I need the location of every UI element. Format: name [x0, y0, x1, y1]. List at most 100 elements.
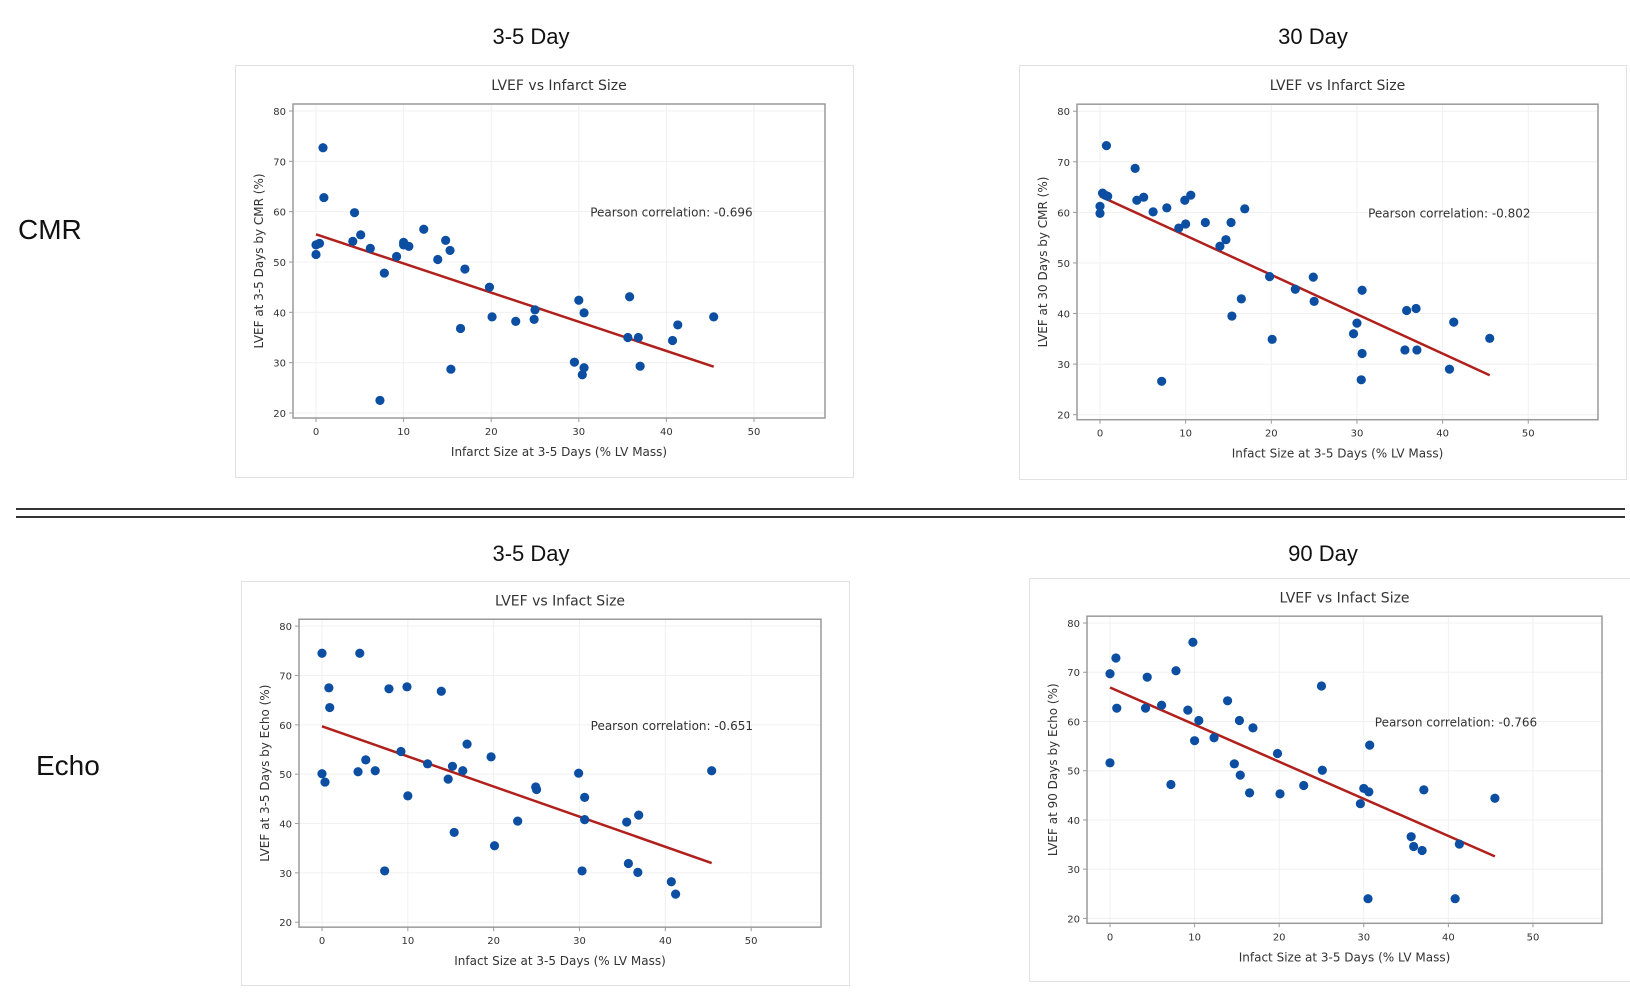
data-point — [1272, 748, 1283, 759]
x-tick-label: 0 — [319, 936, 325, 947]
y-tick-label: 20 — [273, 409, 286, 420]
data-point — [1352, 318, 1362, 328]
data-point — [1215, 241, 1225, 251]
data-point — [1449, 317, 1459, 327]
y-tick-label: 80 — [273, 107, 286, 118]
data-point — [1264, 272, 1275, 282]
data-point — [569, 357, 580, 367]
x-axis-label: Infact Size at 3-5 Days (% LV Mass) — [454, 954, 666, 968]
data-point — [707, 766, 717, 776]
plot-frame — [292, 103, 826, 419]
y-tick-label: 20 — [279, 918, 292, 929]
data-point — [1364, 787, 1374, 797]
data-point — [1189, 736, 1200, 746]
data-point — [1419, 785, 1429, 795]
data-point — [361, 755, 371, 765]
y-tick-label: 60 — [273, 208, 286, 219]
x-tick-label: 10 — [397, 427, 410, 438]
data-point — [1174, 223, 1184, 233]
row-label-cmr: CMR — [18, 214, 82, 245]
data-point — [1240, 204, 1250, 214]
data-point — [1490, 793, 1500, 803]
data-point — [1181, 219, 1191, 229]
y-axis-label: LVEF at 90 Days by Echo (%) — [1046, 683, 1060, 856]
data-point — [622, 817, 632, 827]
data-point — [449, 827, 459, 838]
data-point — [1157, 700, 1167, 710]
chart-panel-echo-90-day: LVEF vs Infact Size 0 10 20 30 40 50 20 30 40 50 60… — [1029, 578, 1630, 982]
data-point — [577, 866, 587, 876]
data-point — [324, 683, 334, 693]
section-title-echo-3-5-day: 3-5 Day — [492, 541, 570, 566]
y-tick-label: 30 — [273, 359, 286, 370]
scatter-chart-cmr-3-5-day: LVEF vs Infarct Size 0 10 20 30 40 50 20 30 40 50 6… — [252, 78, 826, 459]
data-point — [1227, 311, 1237, 321]
data-point — [314, 238, 325, 248]
data-point — [529, 314, 539, 324]
data-point — [1209, 733, 1219, 743]
data-point — [348, 236, 358, 246]
data-point — [317, 769, 327, 779]
x-tick-label: 50 — [1527, 932, 1540, 943]
data-point — [1356, 375, 1366, 385]
data-point — [1226, 217, 1236, 228]
data-point — [484, 282, 495, 292]
data-point — [709, 312, 719, 322]
data-point — [1132, 195, 1142, 205]
data-point — [1101, 141, 1112, 151]
data-point — [379, 268, 389, 278]
data-point — [667, 335, 678, 346]
data-point — [1275, 789, 1285, 799]
data-point — [1186, 190, 1196, 200]
data-point — [1157, 376, 1167, 386]
data-point — [574, 295, 584, 305]
x-tick-label: 10 — [401, 936, 414, 947]
data-point — [1200, 217, 1210, 228]
data-point — [1412, 345, 1422, 355]
scatter-chart-echo-3-5-day: LVEF vs Infact Size 0 10 20 30 40 50 20 30 40 50 60… — [258, 594, 822, 968]
data-point — [579, 363, 589, 373]
y-tick-label: 50 — [1067, 767, 1080, 778]
y-tick-label: 40 — [279, 820, 292, 831]
data-point — [666, 877, 676, 887]
pearson-correlation-annotation: Pearson correlation: -0.651 — [591, 719, 753, 733]
data-point — [443, 774, 453, 784]
data-point — [422, 759, 433, 769]
data-point — [1316, 681, 1327, 691]
data-point — [1299, 780, 1309, 791]
x-tick-label: 30 — [573, 936, 586, 947]
data-point — [623, 858, 634, 869]
y-tick-label: 70 — [1057, 158, 1070, 169]
data-point — [487, 312, 497, 322]
y-axis-label: LVEF at 3-5 Days by CMR (%) — [252, 173, 266, 348]
data-point — [1402, 305, 1412, 316]
y-tick-label: 80 — [1067, 619, 1080, 630]
data-point — [1188, 637, 1198, 647]
y-tick-label: 60 — [1057, 208, 1070, 219]
data-point — [1130, 163, 1140, 173]
chart-title: LVEF vs Infact Size — [495, 594, 625, 610]
data-point — [403, 791, 413, 801]
data-point — [1363, 894, 1373, 904]
y-axis-label: LVEF at 3-5 Days by Echo (%) — [258, 685, 272, 862]
data-point — [1357, 348, 1367, 359]
y-tick-label: 60 — [279, 721, 292, 732]
y-tick-label: 50 — [1057, 259, 1070, 270]
data-point — [404, 241, 414, 251]
data-point — [317, 648, 327, 658]
x-tick-label: 40 — [660, 427, 673, 438]
y-tick-label: 20 — [1067, 914, 1080, 925]
x-tick-label: 30 — [572, 427, 585, 438]
chart-title: LVEF vs Infarct Size — [491, 78, 627, 94]
data-point — [1317, 765, 1327, 775]
data-point — [635, 361, 645, 371]
data-point — [577, 370, 587, 380]
data-point — [1348, 329, 1359, 339]
data-point — [1365, 740, 1375, 750]
data-point — [1103, 191, 1113, 201]
data-point — [325, 702, 335, 713]
data-point — [355, 648, 365, 658]
data-point — [633, 867, 643, 877]
plot-frame — [298, 618, 822, 928]
data-point — [1454, 839, 1464, 849]
